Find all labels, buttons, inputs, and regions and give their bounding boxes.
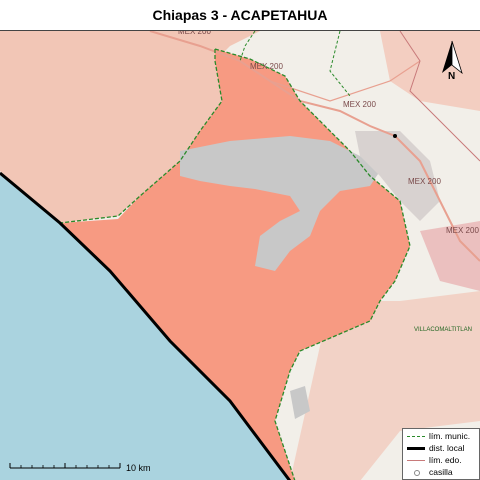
district-border-coast (0, 171, 292, 480)
dashed-green-line-icon (407, 436, 425, 437)
scale-label: 10 km (126, 463, 151, 473)
red-line-icon (407, 460, 425, 461)
state-border (399, 31, 480, 162)
legend-item-munic: lím. munic. (403, 431, 479, 441)
urban-area-central (180, 136, 380, 271)
legend-label: lím. munic. (429, 431, 471, 441)
north-label: N (448, 71, 455, 82)
road-label: MEX 200 (408, 177, 441, 186)
circle-icon (414, 470, 420, 476)
map-canvas[interactable]: MEX 200 MEX 200 MEX 200 MEX 200 MEX 200 … (0, 31, 480, 480)
map-view[interactable]: MEX 200 MEX 200 MEX 200 MEX 200 MEX 200 … (0, 30, 480, 480)
highway-mex-200 (149, 31, 480, 262)
urban-area-east (355, 131, 440, 221)
legend-item-dist: dist. local (403, 443, 479, 453)
road-label: MEX 200 (343, 100, 376, 109)
map-legend: lím. munic. dist. local lím. edo. casill… (402, 428, 480, 480)
legend-item-edo: lím. edo. (403, 455, 479, 465)
sea (0, 173, 290, 480)
municipal-border-north (239, 31, 351, 97)
road-label: MEX 200 (446, 226, 479, 235)
neighbor-district-west (0, 31, 260, 223)
municipal-border-west (59, 49, 223, 224)
road-label: MEX 200 (178, 31, 211, 36)
thick-black-line-icon (407, 447, 425, 450)
secondary-road (269, 60, 421, 102)
scale-bar (9, 463, 121, 469)
town-marker (393, 134, 397, 138)
map-title: Chiapas 3 - ACAPETAHUA (0, 0, 480, 30)
neighbor-district-east (290, 291, 480, 480)
legend-item-casilla: casilla (403, 467, 479, 477)
neighbor-district-eastmid (420, 221, 480, 291)
urban-area-south (290, 386, 310, 419)
legend-label: casilla (429, 467, 453, 477)
town-label: VILLACOMALTITLAN (414, 327, 472, 333)
legend-label: lím. edo. (429, 455, 462, 465)
road-label: MEX 200 (250, 62, 283, 71)
legend-label: dist. local (429, 443, 465, 453)
municipal-border-east (214, 48, 411, 480)
north-arrow-icon (442, 40, 463, 75)
